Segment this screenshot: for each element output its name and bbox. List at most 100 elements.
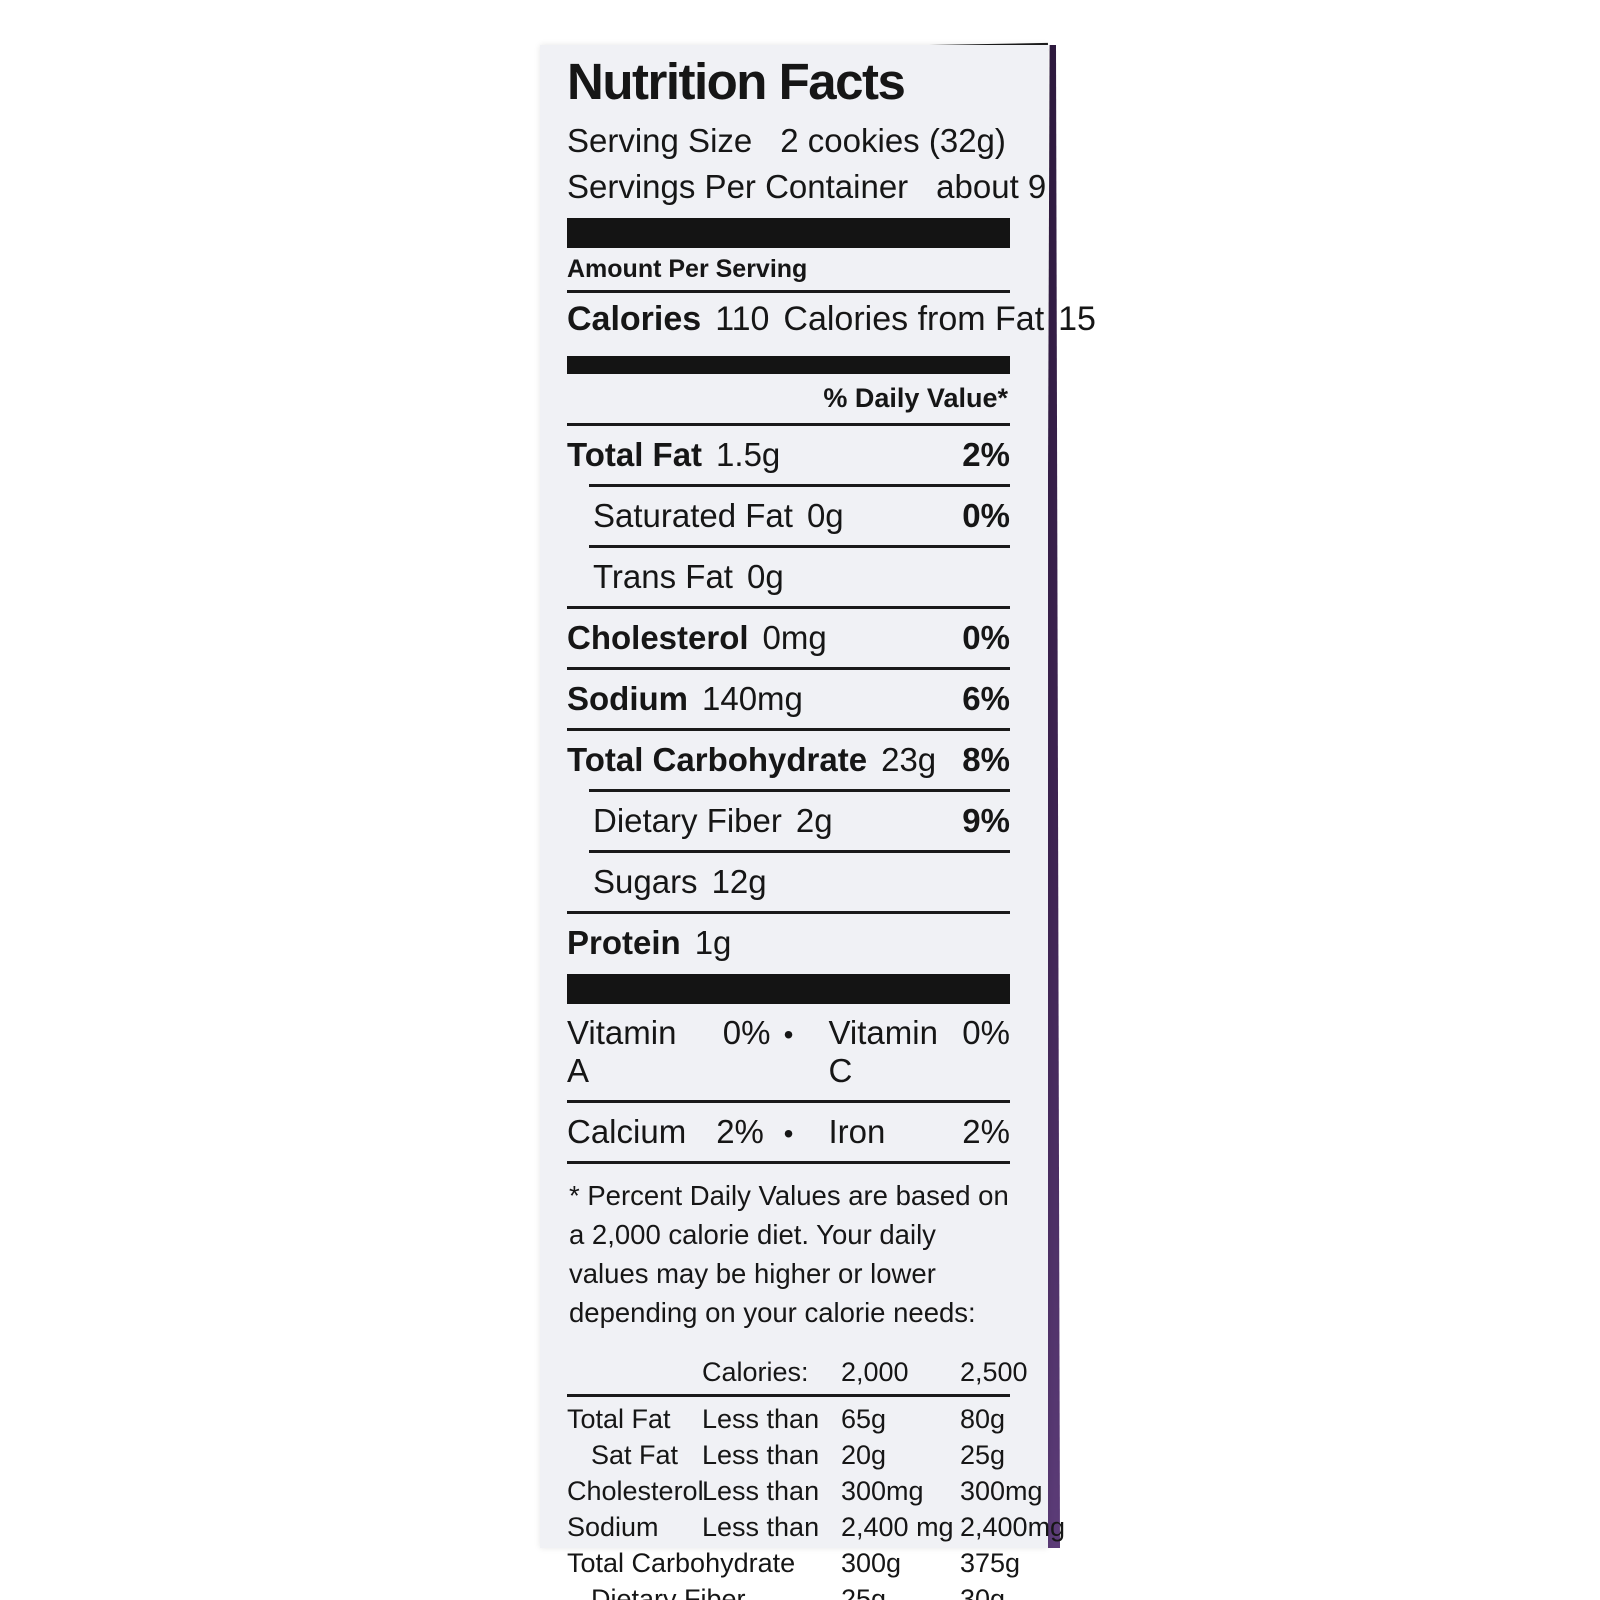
divider xyxy=(589,545,1010,549)
nutrient-amount: 1.5g xyxy=(716,436,781,474)
nutrient-amount: 1g xyxy=(694,924,732,962)
divider xyxy=(567,606,1010,610)
table-cell: Less than xyxy=(702,1476,820,1507)
table-cell: Sodium xyxy=(567,1512,659,1543)
bullet-separator: • xyxy=(783,1019,794,1051)
divider xyxy=(567,1100,1010,1104)
nutrient-row-protein: Protein 1g xyxy=(567,914,1010,972)
serving-size-label: Serving Size xyxy=(567,122,753,160)
daily-value-footnote: * Percent Daily Values are based on a 2,… xyxy=(569,1180,1009,1329)
vitamin-row-a-c: Vitamin A 0% • Vitamin C 0% xyxy=(567,1004,1010,1100)
servings-per-container-value: about 9 xyxy=(936,168,1047,206)
calories-label: Calories xyxy=(567,300,702,339)
label-title: Nutrition Facts xyxy=(567,53,906,110)
nutrient-name: Trans Fat xyxy=(593,558,733,596)
nutrient-name: Sodium xyxy=(567,680,688,718)
nutrient-dv: 0% xyxy=(962,497,1010,535)
nutrient-name: Protein xyxy=(567,924,681,962)
table-cell: 2,400 mg xyxy=(841,1512,954,1543)
nutrient-row-total-fat: Total Fat 1.5g 2% xyxy=(567,426,1010,484)
nutrient-name: Saturated Fat xyxy=(593,497,793,535)
nutrient-row-total-carbohydrate: Total Carbohydrate 23g 8% xyxy=(567,731,1010,789)
table-cell: Total Fat xyxy=(567,1404,671,1435)
nutrient-row-saturated-fat: Saturated Fat 0g 0% xyxy=(567,487,1010,545)
table-row: Sat Fat Less than 20g 25g xyxy=(567,1437,1010,1473)
nutrient-row-sugars: Sugars 12g xyxy=(567,853,1010,911)
divider xyxy=(589,484,1010,488)
nutrient-dv: 9% xyxy=(962,802,1010,840)
vitamin-name: Vitamin C xyxy=(828,1014,938,1090)
table-row: Dietary Fiber 25g 30g xyxy=(567,1581,1010,1600)
table-cell: Total Carbohydrate xyxy=(567,1548,796,1579)
nutrition-facts-label: Nutrition Facts Serving Size 2 cookies (… xyxy=(540,45,1096,1600)
nutrient-row-cholesterol: Cholesterol 0mg 0% xyxy=(567,609,1010,667)
divider xyxy=(567,728,1010,732)
table-header-row: Calories: 2,000 2,500 xyxy=(567,1354,1028,1398)
table-cell: 25g xyxy=(960,1440,1006,1471)
percent-daily-value-header: % Daily Value* xyxy=(567,374,1010,427)
table-cell: Less than xyxy=(702,1404,820,1435)
nutrient-amount: 140mg xyxy=(702,680,803,718)
table-cell xyxy=(567,1354,702,1390)
serving-size-line: Serving Size 2 cookies (32g) xyxy=(567,118,1010,164)
nutrient-dv: 6% xyxy=(962,680,1010,718)
divider xyxy=(567,1161,1010,1165)
calories-value: 110 xyxy=(715,300,770,339)
calories-from-fat-label: Calories from Fat xyxy=(783,300,1045,339)
bullet-separator: • xyxy=(783,1118,794,1150)
serving-size-value: 2 cookies (32g) xyxy=(780,122,1006,160)
nutrient-dv: 0% xyxy=(962,619,1010,657)
table-cell: 300mg xyxy=(841,1476,924,1507)
table-cell: 30g xyxy=(960,1584,1006,1600)
vitamin-value: 2% xyxy=(962,1113,1010,1151)
vitamin-name: Vitamin A xyxy=(567,1014,677,1090)
nutrient-name: Dietary Fiber xyxy=(593,802,782,840)
servings-per-container-label: Servings Per Container xyxy=(567,168,909,206)
nutrient-name: Total Carbohydrate xyxy=(567,741,868,779)
thick-separator-bar xyxy=(567,974,1010,1005)
table-cell: 2,000 xyxy=(841,1357,909,1388)
table-row: Sodium Less than 2,400 mg 2,400mg xyxy=(567,1509,1065,1545)
nutrient-row-sodium: Sodium 140mg 6% xyxy=(567,670,1010,728)
table-cell: 300g xyxy=(841,1548,902,1579)
calories-line: Calories 110 Calories from Fat 15 xyxy=(567,293,1096,348)
table-cell: 20g xyxy=(841,1440,887,1471)
table-cell: Sat Fat xyxy=(591,1440,679,1471)
table-row: Cholesterol Less than 300mg 300mg xyxy=(567,1473,1043,1509)
nutrient-name: Sugars xyxy=(593,863,698,901)
table-cell: 2,500 xyxy=(960,1357,1028,1388)
nutrient-row-trans-fat: Trans Fat 0g xyxy=(567,548,1010,606)
vitamin-value: 0% xyxy=(722,1014,771,1052)
table-body: Total Fat Less than 65g 80g Sat Fat Less… xyxy=(567,1397,1065,1600)
vitamin-value: 0% xyxy=(962,1014,1010,1052)
vitamin-row-calcium-iron: Calcium 2% • Iron 2% xyxy=(567,1103,1010,1161)
table-cell: 25g xyxy=(841,1584,887,1600)
nutrient-dv: 8% xyxy=(962,741,1010,779)
table-cell: 2,400mg xyxy=(960,1512,1066,1543)
nutrient-amount: 0g xyxy=(806,497,844,535)
amount-per-serving-header: Amount Per Serving xyxy=(567,248,1010,294)
nutrient-amount: 0g xyxy=(746,558,784,596)
table-row: Total Carbohydrate 300g 375g xyxy=(567,1545,1020,1581)
nutrient-amount: 2g xyxy=(795,802,833,840)
table-cell: 65g xyxy=(841,1404,887,1435)
vitamin-name: Calcium xyxy=(567,1113,687,1151)
divider xyxy=(567,667,1010,671)
table-cell: Calories: xyxy=(702,1357,809,1388)
table-cell: Less than xyxy=(702,1440,820,1471)
divider xyxy=(589,850,1010,854)
nutrient-amount: 23g xyxy=(881,741,937,779)
table-cell: 375g xyxy=(960,1548,1021,1579)
vitamin-value: 2% xyxy=(716,1113,764,1151)
divider xyxy=(567,911,1010,915)
medium-separator-bar xyxy=(567,356,1010,375)
vitamin-name: Iron xyxy=(828,1113,886,1151)
daily-values-table: Calories: 2,000 2,500 Total Fat Less tha… xyxy=(567,1354,1065,1600)
nutrient-name: Total Fat xyxy=(567,436,703,474)
divider xyxy=(589,789,1010,793)
servings-per-container-line: Servings Per Container about 9 xyxy=(567,164,1046,210)
table-cell: Dietary Fiber xyxy=(591,1584,746,1600)
table-cell: 300mg xyxy=(960,1476,1043,1507)
nutrient-amount: 0mg xyxy=(762,619,827,657)
